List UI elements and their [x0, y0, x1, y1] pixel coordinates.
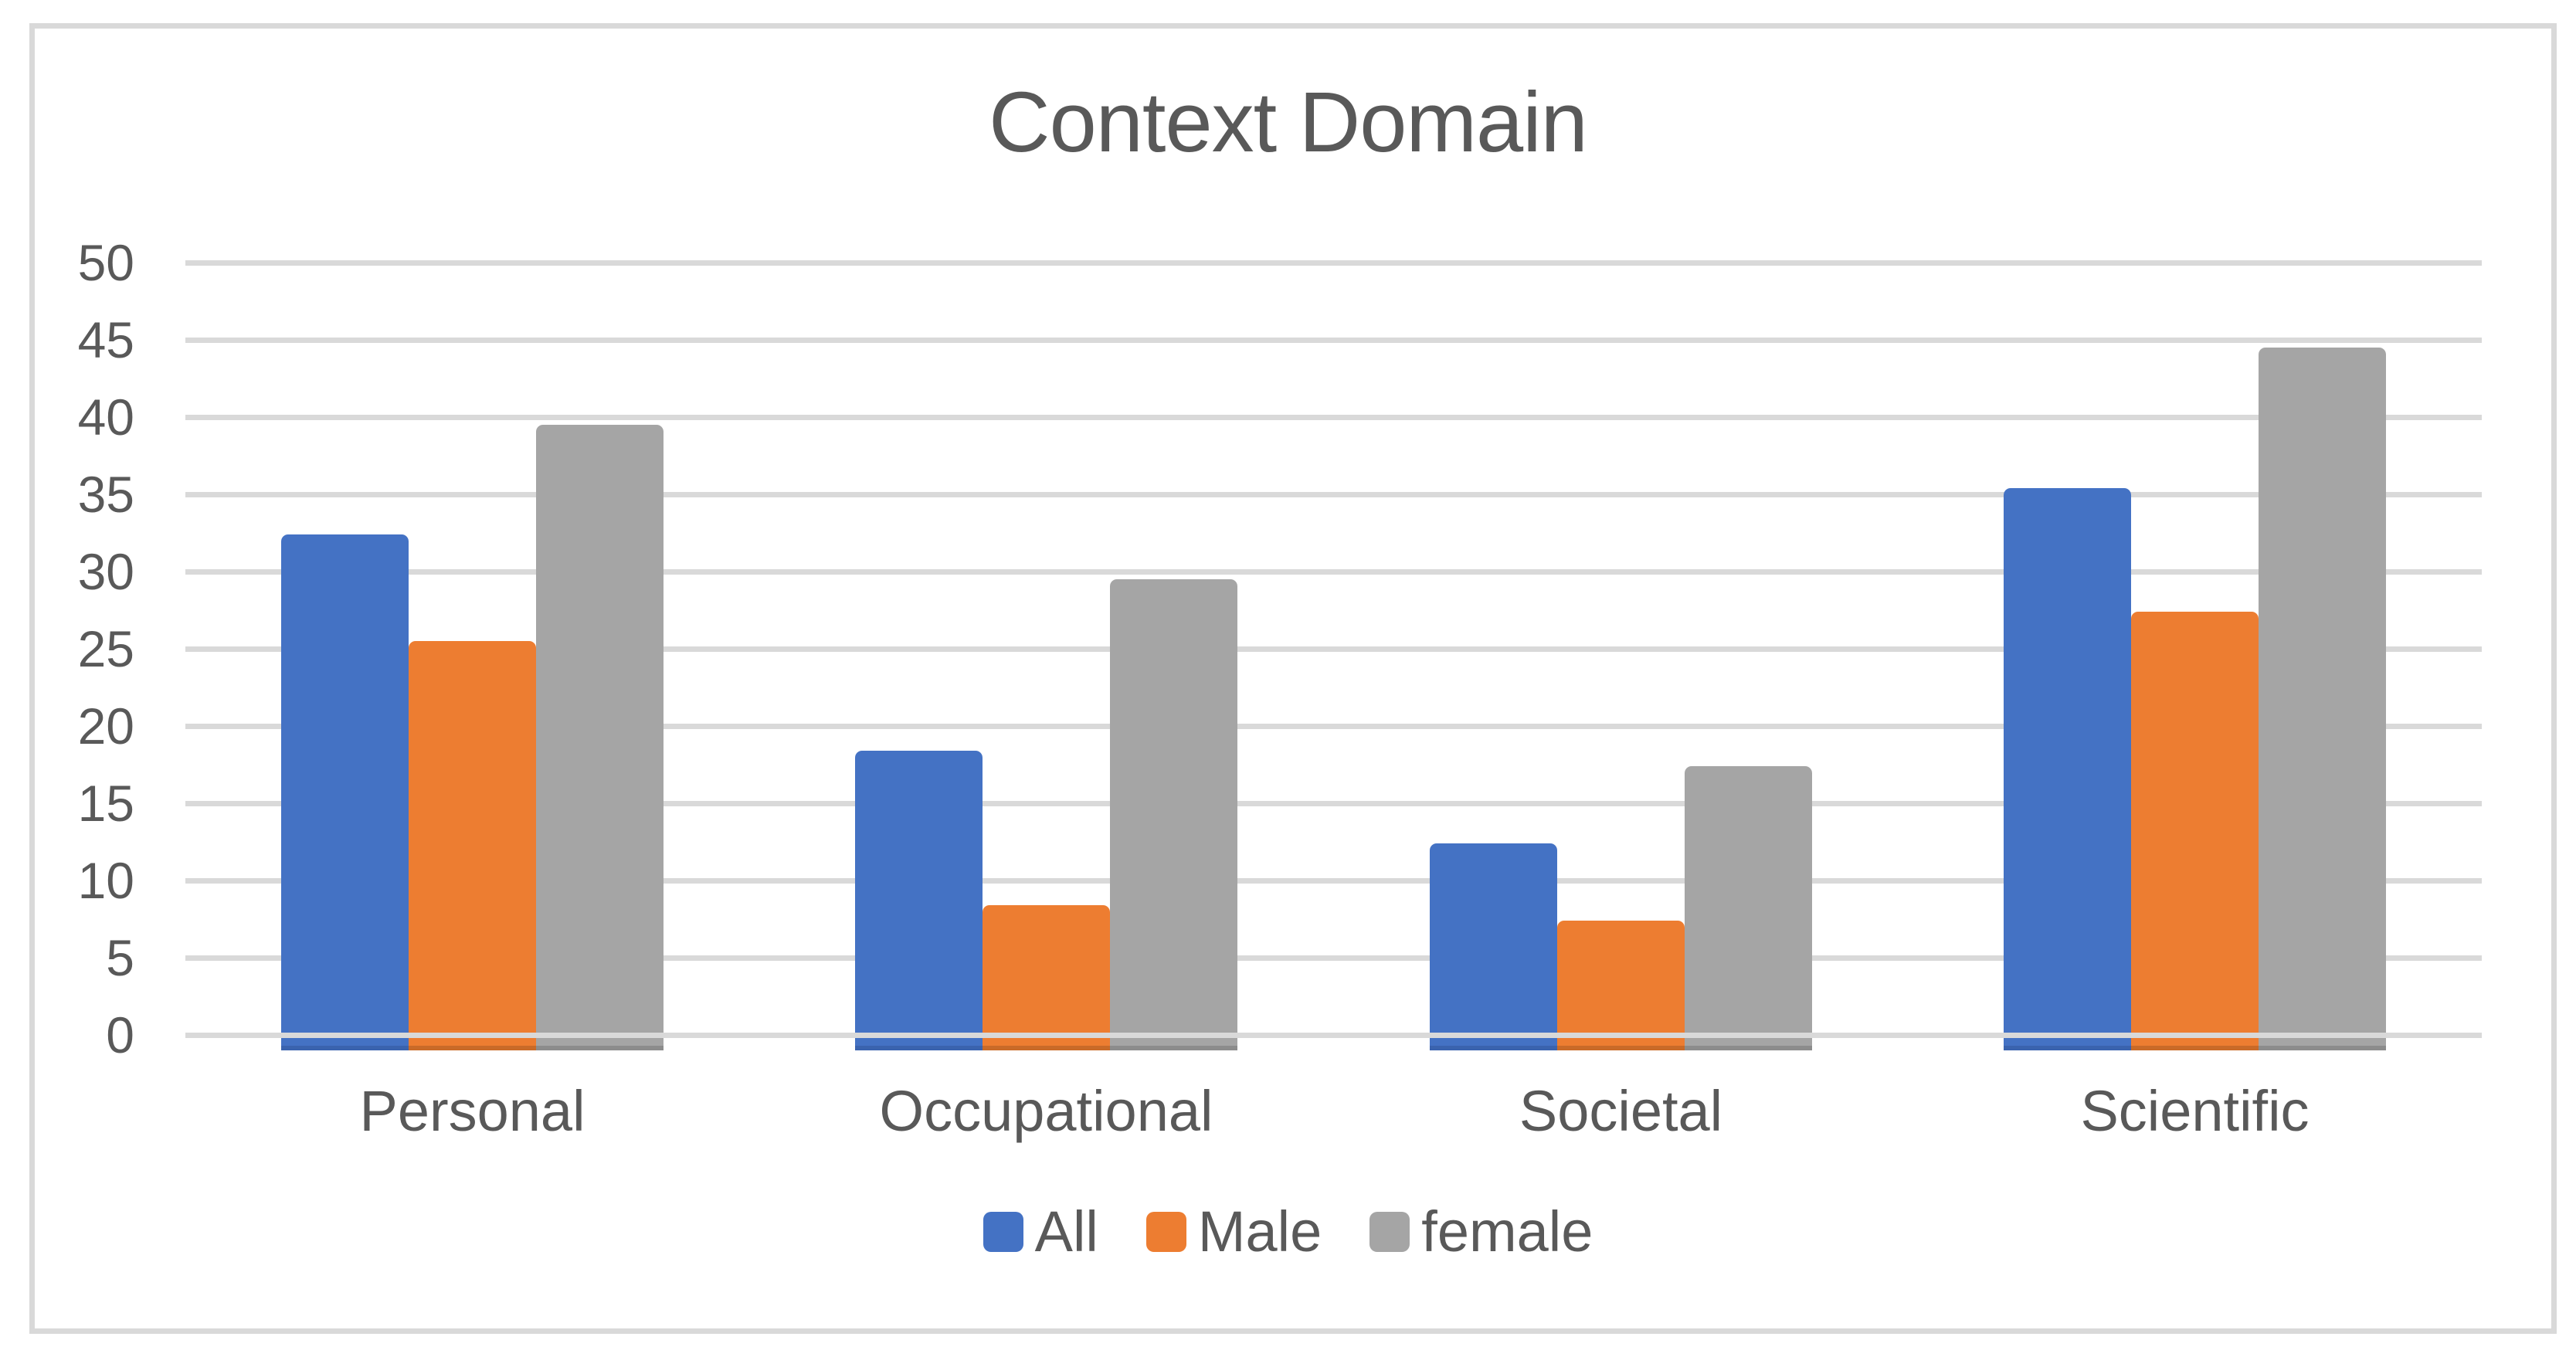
- gridline-y-10: [185, 878, 2482, 884]
- bar-societal-male: [1557, 921, 1685, 1050]
- y-axis-tick-label: 0: [106, 1006, 134, 1064]
- bar-occupational-male: [983, 905, 1110, 1050]
- y-axis-tick-label: 35: [77, 466, 134, 523]
- legend-swatch-female: [1369, 1212, 1410, 1252]
- category-label-occupational: Occupational: [879, 1079, 1213, 1143]
- gridline-y-5: [185, 955, 2482, 961]
- legend-item-female: female: [1369, 1203, 1593, 1260]
- gridline-y-15: [185, 801, 2482, 806]
- legend-label-male: Male: [1197, 1199, 1322, 1264]
- y-axis-tick-label: 40: [77, 388, 134, 446]
- y-axis-tick-label: 45: [77, 311, 134, 368]
- legend-swatch-all: [983, 1212, 1023, 1252]
- bar-societal-all: [1430, 843, 1557, 1050]
- legend: All Male female: [0, 1203, 2576, 1260]
- bar-personal-all: [281, 534, 409, 1050]
- legend-item-all: All: [983, 1203, 1098, 1260]
- bar-personal-male: [409, 641, 536, 1050]
- bar-occupational-female: [1110, 579, 1237, 1050]
- gridline-y-20: [185, 724, 2482, 729]
- bar-scientific-all: [2004, 488, 2131, 1050]
- y-axis-tick-label: 20: [77, 697, 134, 755]
- y-axis-tick-label: 15: [77, 775, 134, 832]
- zero-axis-line: [185, 1033, 2482, 1038]
- y-axis-tick-label: 5: [106, 929, 134, 986]
- bar-societal-female: [1685, 766, 1812, 1050]
- gridline-y-35: [185, 492, 2482, 497]
- y-axis-tick-label: 10: [77, 852, 134, 909]
- gridline-y-30: [185, 569, 2482, 575]
- bar-personal-female: [536, 425, 664, 1050]
- y-axis-tick-label: 30: [77, 543, 134, 600]
- bar-scientific-female: [2259, 348, 2386, 1050]
- legend-item-male: Male: [1145, 1199, 1322, 1264]
- category-label-societal: Societal: [1519, 1079, 1723, 1143]
- category-label-personal: Personal: [359, 1079, 585, 1143]
- chart-frame: [29, 23, 2557, 1334]
- category-label-scientific: Scientific: [2080, 1079, 2310, 1143]
- bar-occupational-all: [855, 751, 983, 1050]
- legend-label-female: female: [1421, 1199, 1593, 1264]
- gridline-y-25: [185, 646, 2482, 652]
- bar-scientific-male: [2131, 612, 2259, 1050]
- legend-swatch-male: [1145, 1212, 1186, 1252]
- y-axis-tick-label: 50: [77, 234, 134, 291]
- gridline-y-40: [185, 415, 2482, 420]
- gridline-y-45: [185, 338, 2482, 343]
- legend-label-all: All: [1034, 1199, 1098, 1264]
- chart-title: Context Domain: [989, 75, 1588, 170]
- gridline-y-50: [185, 260, 2482, 266]
- y-axis-tick-label: 25: [77, 620, 134, 677]
